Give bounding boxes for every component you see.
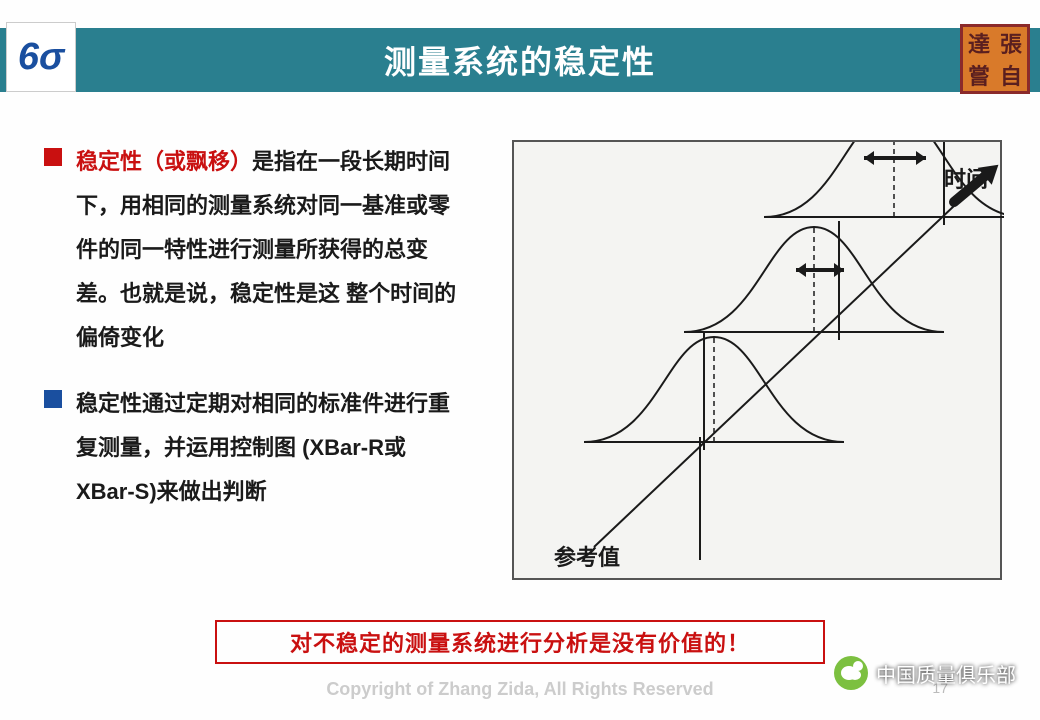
body-text: 是指在一段长期时间下，用相同的测量系统对同一基准或零件的同一特性进行测量所获得的… (76, 149, 456, 350)
conclusion-box: 对不稳定的测量系统进行分析是没有价值的！ (215, 620, 825, 664)
bullet-text: 稳定性（或飘移）是指在一段长期时间下，用相同的测量系统对同一基准或零件的同一特性… (76, 140, 464, 360)
title-bar: 测量系统的稳定性 (0, 28, 1040, 92)
watermark-text: 中国质量俱乐部 (876, 659, 1016, 688)
wechat-watermark: 中国质量俱乐部 (834, 656, 1016, 690)
seal-char: 自 (995, 59, 1027, 91)
bullet-marker-icon (44, 148, 62, 166)
highlight-text: 稳定性（或飘移） (76, 149, 252, 174)
diagram-svg (514, 142, 1004, 582)
conclusion-text: 对不稳定的测量系统进行分析是没有价值的！ (290, 626, 750, 658)
bullet-marker-icon (44, 390, 62, 408)
reference-label: 参考值 (554, 540, 620, 572)
stability-diagram: 时间 参考值 (512, 140, 1002, 580)
wechat-icon (834, 656, 868, 690)
seal-char: 達 (963, 27, 995, 59)
bullet-list: 稳定性（或飘移）是指在一段长期时间下，用相同的测量系统对同一基准或零件的同一特性… (44, 140, 464, 536)
seal-char: 張 (995, 27, 1027, 59)
bullet-item: 稳定性（或飘移）是指在一段长期时间下，用相同的测量系统对同一基准或零件的同一特性… (44, 140, 464, 360)
body-text: 稳定性通过定期对相同的标准件进行重复测量，并运用控制图 (XBar-R或XBar… (76, 391, 450, 504)
six-sigma-logo: 6σ (6, 22, 76, 92)
seal-char: 嘗 (963, 59, 995, 91)
bullet-item: 稳定性通过定期对相同的标准件进行重复测量，并运用控制图 (XBar-R或XBar… (44, 382, 464, 514)
time-label: 时间 (944, 162, 988, 194)
slide-title: 测量系统的稳定性 (384, 37, 656, 83)
seal-logo: 達 張 嘗 自 (960, 24, 1030, 94)
bullet-text: 稳定性通过定期对相同的标准件进行重复测量，并运用控制图 (XBar-R或XBar… (76, 382, 464, 514)
